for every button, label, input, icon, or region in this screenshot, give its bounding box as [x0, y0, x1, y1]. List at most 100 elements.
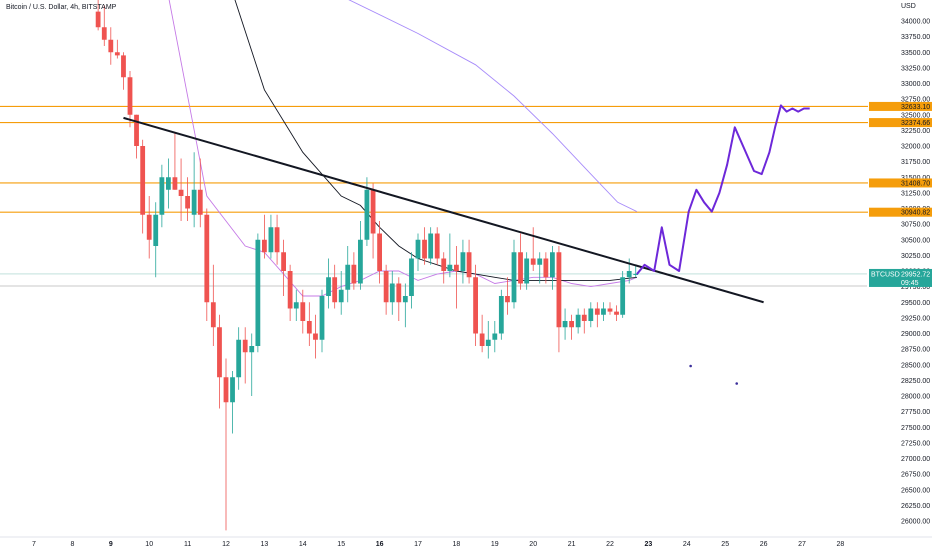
candle-body	[332, 277, 338, 303]
candle[interactable]	[607, 302, 613, 315]
candle[interactable]	[383, 264, 389, 315]
projection-path[interactable]	[636, 104, 810, 275]
candle[interactable]	[594, 302, 600, 328]
trendline[interactable]	[123, 116, 764, 304]
candle[interactable]	[601, 302, 606, 321]
candle[interactable]	[166, 158, 171, 209]
candle[interactable]	[255, 233, 261, 353]
candle[interactable]	[306, 302, 312, 346]
candle[interactable]	[473, 264, 478, 346]
candle[interactable]	[159, 164, 165, 228]
candle[interactable]	[281, 239, 286, 296]
candle[interactable]	[441, 252, 447, 284]
candle[interactable]	[485, 321, 491, 359]
candle-body	[121, 55, 126, 78]
candle[interactable]	[127, 71, 133, 128]
candle[interactable]	[562, 308, 568, 340]
candle[interactable]	[300, 289, 306, 334]
candle[interactable]	[614, 305, 619, 321]
current-price-box	[869, 268, 932, 287]
candle[interactable]	[319, 289, 325, 353]
candle[interactable]	[550, 246, 555, 290]
x-tick-label: 9	[109, 541, 113, 548]
x-tick-label: 21	[568, 541, 576, 548]
candle[interactable]	[581, 308, 587, 334]
candle[interactable]	[230, 371, 235, 434]
candle[interactable]	[454, 246, 459, 309]
candle[interactable]	[249, 333, 255, 397]
candle[interactable]	[556, 246, 562, 353]
candle[interactable]	[204, 208, 210, 322]
candle[interactable]	[422, 227, 427, 265]
candle[interactable]	[338, 271, 344, 315]
candle[interactable]	[569, 314, 574, 340]
candle[interactable]	[505, 277, 510, 315]
candle[interactable]	[217, 314, 222, 409]
candle[interactable]	[210, 264, 216, 346]
candle[interactable]	[178, 158, 184, 222]
candle[interactable]	[402, 283, 408, 328]
candle[interactable]	[236, 327, 242, 390]
candle[interactable]	[479, 314, 485, 353]
candle[interactable]	[191, 152, 197, 228]
candle[interactable]	[358, 221, 363, 290]
candle[interactable]	[524, 252, 530, 290]
candle[interactable]	[274, 214, 280, 265]
candle[interactable]	[345, 246, 351, 303]
current-price-countdown: 09:45	[901, 280, 919, 287]
candle[interactable]	[121, 52, 126, 90]
candle[interactable]	[460, 239, 466, 284]
candle[interactable]	[95, 0, 101, 31]
candle[interactable]	[146, 196, 152, 259]
candle[interactable]	[588, 302, 594, 328]
candle-body	[626, 271, 632, 278]
candle[interactable]	[153, 202, 159, 278]
candle[interactable]	[332, 264, 338, 309]
candle-body	[134, 114, 139, 146]
candle[interactable]	[518, 233, 523, 290]
x-tick-label: 14	[299, 541, 307, 548]
price-axis[interactable]: 34000.00 33750.00 33500.00 33250.00 33000.00…	[869, 0, 932, 537]
candle[interactable]	[370, 183, 376, 259]
candle[interactable]	[268, 214, 274, 259]
candle[interactable]	[287, 264, 293, 321]
candle[interactable]	[185, 177, 190, 221]
candle[interactable]	[140, 139, 146, 234]
candle[interactable]	[396, 277, 402, 321]
candle-body	[614, 311, 619, 315]
candle[interactable]	[530, 227, 536, 271]
candle[interactable]	[223, 358, 229, 531]
time-axis[interactable]: 7 8 9 10 11 12 13 14 15 16 17 18 19 20 21 22 23 24 25 26 27 2…	[0, 536, 932, 548]
candle[interactable]	[351, 252, 357, 290]
candle[interactable]	[466, 239, 472, 284]
candle[interactable]	[114, 39, 120, 59]
candle[interactable]	[389, 271, 395, 315]
y-tick-label: 28250.00	[901, 378, 930, 385]
candle[interactable]	[409, 252, 414, 309]
candle[interactable]	[543, 252, 549, 284]
candle[interactable]	[492, 321, 498, 353]
candle[interactable]	[108, 27, 114, 65]
candle[interactable]	[428, 227, 434, 265]
candle[interactable]	[511, 239, 517, 309]
candle[interactable]	[377, 221, 382, 284]
candle[interactable]	[313, 314, 318, 359]
candle[interactable]	[326, 258, 331, 309]
candle[interactable]	[537, 252, 543, 284]
candle[interactable]	[293, 289, 299, 321]
candle[interactable]	[197, 158, 203, 228]
candle[interactable]	[242, 327, 248, 384]
candle[interactable]	[498, 289, 504, 340]
candle-body	[569, 321, 574, 328]
candle[interactable]	[633, 264, 639, 278]
candle[interactable]	[415, 233, 421, 272]
candle[interactable]	[620, 271, 626, 318]
candle[interactable]	[434, 227, 440, 265]
candle-body	[108, 39, 114, 53]
candle[interactable]	[262, 214, 267, 259]
candle[interactable]	[447, 233, 453, 278]
candle[interactable]	[172, 133, 178, 190]
candle[interactable]	[101, 5, 107, 46]
candle[interactable]	[575, 308, 581, 334]
